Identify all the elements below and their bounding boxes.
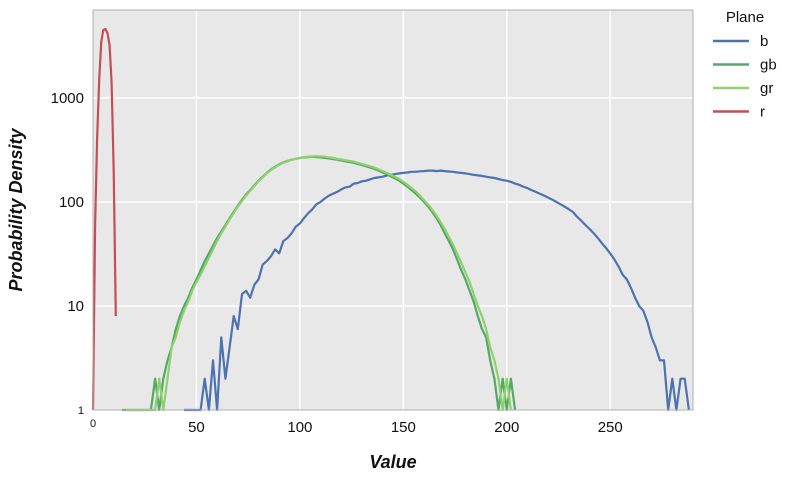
x-axis-title: Value [369, 452, 416, 472]
plot-frame [92, 9, 694, 411]
y-tick-label: 1 [78, 405, 84, 417]
gridlines [93, 10, 693, 410]
legend-label-gr: gr [760, 80, 773, 97]
legend-item-b: b [713, 33, 768, 50]
x-tick-label: 0 [90, 418, 96, 430]
legend-label-b: b [760, 33, 768, 50]
series-line-gr [126, 155, 512, 412]
y-tick-label: 10 [67, 298, 84, 315]
y-tick-label: 100 [59, 194, 84, 211]
legend-item-r: r [713, 104, 765, 121]
legend-label-r: r [760, 104, 765, 121]
legend-item-gb: gb [713, 57, 777, 74]
x-tick-label: 200 [494, 419, 519, 436]
legend-label-gb: gb [760, 57, 777, 74]
legend-title: Plane [726, 9, 764, 26]
legend-item-gr: gr [713, 80, 773, 97]
x-tick-label: 250 [598, 419, 623, 436]
legend: Plane b gb gr r [713, 9, 777, 121]
y-tick-label: 1000 [51, 90, 84, 107]
plot-background [93, 10, 693, 410]
series-line-r [91, 27, 117, 411]
axis-ticks: 0 50 100 150 200 250 1 10 100 1000 [51, 90, 623, 436]
y-axis-title: Probability Density [6, 127, 26, 291]
x-tick-label: 50 [188, 419, 205, 436]
series-line-b [184, 169, 690, 412]
x-tick-label: 150 [391, 419, 416, 436]
series-layer [91, 27, 690, 412]
x-tick-label: 100 [287, 419, 312, 436]
